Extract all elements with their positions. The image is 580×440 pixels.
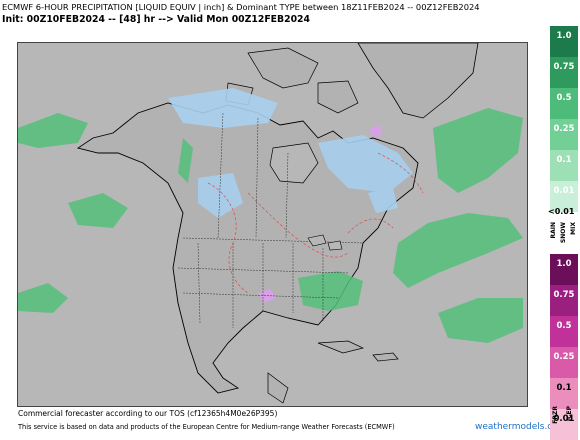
legend-min-label: <0.01	[548, 207, 575, 216]
frzr-icep-level: 0.5	[550, 316, 578, 347]
ecmwf-attribution: This service is based on data and produc…	[18, 423, 395, 431]
brand-link[interactable]: weathermodels.com	[475, 422, 567, 432]
map-canvas	[18, 43, 527, 406]
tos-note: Commercial forecaster according to our T…	[18, 409, 278, 418]
label-frzr: FRZR	[552, 406, 559, 424]
rain-snow-mix-level-label: 1.0	[556, 31, 572, 41]
label-rain: RAIN	[550, 222, 557, 239]
rain-snow-mix-level-label: 0.75	[553, 62, 575, 72]
label-icep: ICEP	[566, 406, 573, 422]
frzr-icep-level-label: 0.75	[553, 290, 575, 300]
north-america-landmass	[76, 102, 419, 394]
rain-snow-mix-level-label: 0.1	[556, 155, 572, 165]
temperature-contours	[207, 152, 424, 294]
rain-snow-mix-level: 1.0	[550, 26, 578, 57]
frzr-icep-level-label: 0.01	[553, 414, 575, 424]
frzr-icep-level-label: 0.25	[553, 352, 575, 362]
rain-snow-mix-level-label: 0.25	[553, 124, 575, 134]
label-mix: MIX	[570, 222, 577, 235]
snow-precipitation	[168, 88, 413, 218]
frzr-icep-level: 0.75	[550, 285, 578, 316]
frzr-icep-level-label: 0.5	[556, 321, 572, 331]
frzr-icep-level: 1.0	[550, 254, 578, 285]
map-title: ECMWF 6-HOUR PRECIPITATION [LIQUID EQUIV…	[2, 2, 480, 12]
rain-precipitation	[18, 108, 523, 343]
frzr-icep-level: 0.25	[550, 347, 578, 378]
rain-snow-mix-level: 0.1	[550, 150, 578, 181]
rain-snow-mix-level: 0.01	[550, 181, 578, 212]
political-borders	[177, 112, 364, 328]
frzr-icep-level: 0.1	[550, 378, 578, 409]
rain-snow-mix-level-label: 0.01	[553, 186, 575, 196]
caribbean-islands	[267, 340, 399, 404]
rain-snow-mix-level-label: 0.5	[556, 93, 572, 103]
mix-precipitation	[258, 125, 382, 303]
greenland-landmass	[357, 43, 479, 119]
frzr-icep-level-label: 1.0	[556, 259, 572, 269]
rain-snow-mix-level: 0.5	[550, 88, 578, 119]
label-snow: SNOW	[560, 222, 567, 244]
frzr-icep-level-label: 0.1	[556, 383, 572, 393]
rain-snow-mix-level: 0.25	[550, 119, 578, 150]
init-valid-time: Init: 00Z10FEB2024 -- [48] hr --> Valid …	[2, 14, 310, 25]
header: ECMWF 6-HOUR PRECIPITATION [LIQUID EQUIV…	[0, 0, 540, 40]
precipitation-map[interactable]	[17, 42, 528, 407]
hudson-bay	[269, 142, 319, 184]
rain-snow-mix-level: 0.75	[550, 57, 578, 88]
great-lakes	[307, 234, 343, 251]
